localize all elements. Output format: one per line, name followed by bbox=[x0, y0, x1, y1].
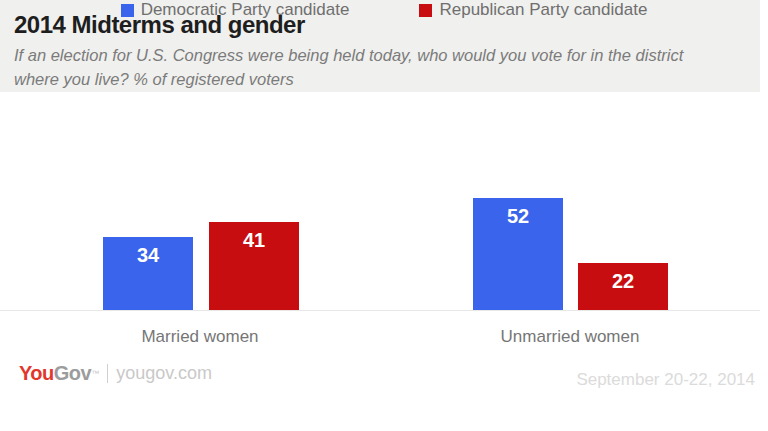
bar-value-label: 52 bbox=[473, 198, 563, 228]
x-axis-line bbox=[0, 310, 760, 311]
legend-label-democratic: Democratic Party candidate bbox=[141, 0, 350, 20]
republican-swatch-icon bbox=[419, 4, 432, 17]
democratic-swatch-icon bbox=[121, 4, 134, 17]
bar-value-label: 34 bbox=[103, 237, 193, 267]
legend: Democratic Party candidate Republican Pa… bbox=[0, 0, 768, 20]
category-label-married-women: Married women bbox=[102, 327, 298, 347]
chart-subtitle-line2: where you live? % of registered voters bbox=[14, 67, 746, 91]
bar-democratic-unmarried-women: 52 bbox=[473, 198, 563, 310]
logo-you-text: You bbox=[19, 362, 54, 384]
bar-republican-married-women: 41 bbox=[209, 222, 299, 310]
chart-canvas: 2014 Midterms and gender If an election … bbox=[0, 0, 768, 431]
bar-value-label: 22 bbox=[578, 263, 668, 293]
bar-value-label: 41 bbox=[209, 222, 299, 252]
chart-subtitle: If an election for U.S. Congress were be… bbox=[14, 43, 746, 91]
yougov-logo: YouGov™ yougov.com bbox=[19, 361, 212, 385]
poll-date: September 20-22, 2014 bbox=[576, 370, 755, 390]
legend-label-republican: Republican Party candidate bbox=[439, 0, 647, 20]
legend-item-republican: Republican Party candidate bbox=[419, 0, 647, 20]
yougov-url: yougov.com bbox=[116, 362, 212, 384]
chart-subtitle-line1: If an election for U.S. Congress were be… bbox=[14, 43, 746, 67]
bar-republican-unmarried-women: 22 bbox=[578, 263, 668, 310]
logo-gov-text: Gov bbox=[54, 362, 91, 384]
bar-democratic-married-women: 34 bbox=[103, 237, 193, 310]
legend-item-democratic: Democratic Party candidate bbox=[121, 0, 350, 20]
logo-divider bbox=[107, 364, 108, 383]
trademark-mark: ™ bbox=[91, 363, 99, 385]
category-label-unmarried-women: Unmarried women bbox=[472, 327, 668, 347]
